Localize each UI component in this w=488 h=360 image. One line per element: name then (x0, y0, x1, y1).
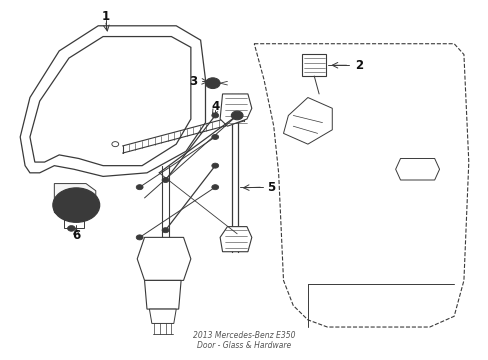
Circle shape (67, 226, 75, 231)
Circle shape (231, 111, 243, 120)
Text: 4: 4 (211, 100, 219, 113)
Circle shape (211, 113, 218, 118)
Circle shape (74, 203, 79, 207)
Polygon shape (149, 309, 176, 323)
Polygon shape (254, 44, 468, 327)
Circle shape (53, 188, 100, 222)
Polygon shape (64, 220, 83, 228)
Text: 5: 5 (266, 181, 275, 194)
Text: 6: 6 (72, 229, 80, 242)
Circle shape (162, 228, 168, 233)
Polygon shape (20, 26, 205, 176)
Polygon shape (144, 280, 181, 309)
Circle shape (209, 81, 215, 85)
Circle shape (205, 78, 220, 89)
Circle shape (211, 134, 218, 139)
Polygon shape (302, 54, 326, 76)
Circle shape (211, 163, 218, 168)
Polygon shape (54, 184, 96, 220)
Polygon shape (220, 94, 251, 126)
Text: 1: 1 (102, 10, 109, 23)
Circle shape (136, 185, 143, 190)
Text: 2013 Mercedes-Benz E350
Door - Glass & Hardware: 2013 Mercedes-Benz E350 Door - Glass & H… (193, 331, 295, 350)
Circle shape (162, 177, 168, 183)
Circle shape (136, 235, 143, 240)
Text: 3: 3 (189, 75, 197, 88)
Polygon shape (220, 226, 251, 252)
Polygon shape (137, 237, 190, 280)
Text: 2: 2 (354, 59, 363, 72)
Circle shape (211, 185, 218, 190)
